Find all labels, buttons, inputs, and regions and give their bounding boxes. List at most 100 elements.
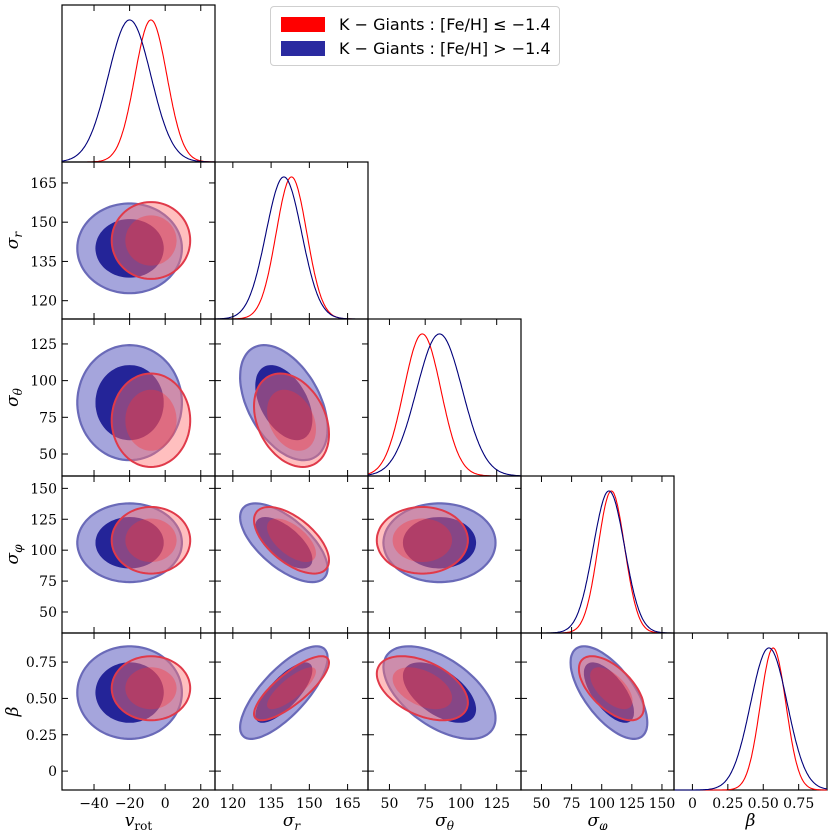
panel-sp-vs-vrot xyxy=(61,475,216,634)
y-tick-label-sp: 75 xyxy=(39,574,57,590)
x-axis-label-subscript: rot xyxy=(134,819,152,830)
panel-contours xyxy=(569,645,649,741)
y-tick-label-st: 50 xyxy=(39,447,57,463)
contour-outer-series-1 xyxy=(110,201,192,280)
x-axis-label-subscript: r xyxy=(294,819,301,830)
panel-st-vs-vrot xyxy=(61,318,216,477)
contour-outer-series-1 xyxy=(577,655,645,722)
panel-contours xyxy=(238,502,331,584)
legend-entry-metal-rich: K − Giants : [Fe/H] > −1.4 xyxy=(281,37,551,59)
panel-contours xyxy=(238,343,331,469)
contour-inner-series-2 xyxy=(255,365,313,441)
y-tick-label-sr: 120 xyxy=(30,294,57,310)
marginal-curve-beta-series-2 xyxy=(674,647,828,791)
panel-beta-vs-vrot xyxy=(61,632,216,791)
contour-inner-series-1 xyxy=(267,518,316,562)
x-axis-label-sr: σr xyxy=(283,811,302,830)
y-tick-label-sp: 150 xyxy=(30,481,57,497)
contour-inner-series-2 xyxy=(255,517,313,569)
y-tick-label-beta: 0.75 xyxy=(26,655,57,671)
x-axis-label-beta: β xyxy=(745,811,756,830)
contour-outer-series-1 xyxy=(110,506,192,575)
x-tick-label-sp: 100 xyxy=(588,796,615,812)
x-tick-label-sp: 150 xyxy=(649,796,676,812)
marginal-curve-sp-series-1 xyxy=(521,490,674,634)
legend: K − Giants : [Fe/H] ≤ −1.4 K − Giants : … xyxy=(270,6,560,66)
x-tick-label-st: 50 xyxy=(381,796,399,812)
panel-sr-marginal xyxy=(214,161,369,320)
contour-inner-series-2 xyxy=(583,662,634,723)
y-tick-label-sp: 100 xyxy=(30,543,57,559)
panel-contours xyxy=(375,502,497,584)
contour-inner-series-1 xyxy=(125,518,177,562)
panel-sp-marginal xyxy=(520,475,675,634)
panel-sp-vs-sr xyxy=(214,475,369,634)
contour-outer-series-1 xyxy=(110,372,192,469)
panel-beta-vs-st xyxy=(367,632,522,791)
y-tick-label-beta: 0.50 xyxy=(26,691,57,707)
panel-beta-marginal xyxy=(673,632,828,791)
x-axis-label-st: σθ xyxy=(435,811,455,830)
y-axis-label-subscript: θ xyxy=(11,387,25,395)
panel-contours xyxy=(76,343,192,469)
marginal-curve-vrot-series-2 xyxy=(61,19,216,163)
y-tick-label-beta: 0.25 xyxy=(26,728,57,744)
contour-outer-series-1 xyxy=(252,372,331,469)
x-tick-label-beta: 0.25 xyxy=(712,796,743,812)
contour-inner-series-2 xyxy=(255,662,313,723)
y-tick-label-st: 100 xyxy=(30,374,57,390)
contour-inner-series-1 xyxy=(590,667,633,710)
x-axis-label-sp: σφ xyxy=(587,811,608,830)
contour-outer-series-1 xyxy=(375,506,469,575)
marginal-curve-sr-series-2 xyxy=(215,176,368,320)
panel-contours xyxy=(238,645,331,741)
x-tick-label-sr: 120 xyxy=(219,796,246,812)
x-tick-label-st: 75 xyxy=(416,796,434,812)
y-axis-label-subscript: φ xyxy=(11,544,25,553)
marginal-curve-beta-series-1 xyxy=(674,647,827,791)
marginal-curve-vrot-series-1 xyxy=(62,19,216,163)
x-tick-label-st: 100 xyxy=(448,796,475,812)
y-axis-label-st: σθ xyxy=(3,387,25,407)
legend-entry-metal-poor: K − Giants : [Fe/H] ≤ −1.4 xyxy=(281,13,551,35)
marginal-curve-sp-series-2 xyxy=(521,490,674,634)
y-tick-label-sp: 125 xyxy=(30,512,57,528)
legend-label-metal-rich: K − Giants : [Fe/H] > −1.4 xyxy=(339,38,551,58)
contour-inner-series-1 xyxy=(125,389,177,451)
contour-inner-series-1 xyxy=(392,518,453,562)
panel-sp-vs-st xyxy=(367,475,522,634)
contour-inner-series-1 xyxy=(392,667,453,710)
x-tick-label-beta: 0 xyxy=(688,796,697,812)
y-tick-label-st: 125 xyxy=(30,337,57,353)
x-tick-label-vrot: −40 xyxy=(79,796,109,812)
marginal-curve-sr-series-1 xyxy=(215,176,368,320)
panel-frame xyxy=(520,475,675,634)
contour-outer-series-1 xyxy=(375,655,469,722)
marginal-curve-st-series-2 xyxy=(367,333,522,477)
contour-inner-series-2 xyxy=(402,662,477,723)
contour-inner-series-1 xyxy=(267,389,316,451)
x-tick-label-vrot: 20 xyxy=(192,796,210,812)
marginal-curve-st-series-1 xyxy=(367,333,521,477)
panel-beta-vs-sr xyxy=(214,632,369,791)
contour-inner-series-1 xyxy=(267,667,316,710)
x-tick-label-sr: 135 xyxy=(258,796,285,812)
x-tick-label-sr: 165 xyxy=(334,796,361,812)
legend-label-metal-poor: K − Giants : [Fe/H] ≤ −1.4 xyxy=(339,14,551,34)
panel-contours xyxy=(76,645,192,741)
contour-inner-series-1 xyxy=(125,667,177,710)
panel-frame xyxy=(214,161,369,320)
y-tick-label-sp: 50 xyxy=(39,605,57,621)
y-axis-label-sr: σr xyxy=(3,231,25,250)
legend-swatch-red xyxy=(281,16,325,32)
x-tick-label-st: 125 xyxy=(483,796,510,812)
panel-frame xyxy=(367,318,522,477)
x-tick-label-sp: 75 xyxy=(563,796,581,812)
x-tick-label-sp: 50 xyxy=(533,796,551,812)
panel-beta-vs-sp xyxy=(520,632,675,791)
contour-outer-series-1 xyxy=(252,506,331,575)
contour-inner-series-2 xyxy=(402,517,477,569)
x-tick-label-vrot: 0 xyxy=(161,796,170,812)
x-axis-label-subscript: θ xyxy=(447,819,455,830)
